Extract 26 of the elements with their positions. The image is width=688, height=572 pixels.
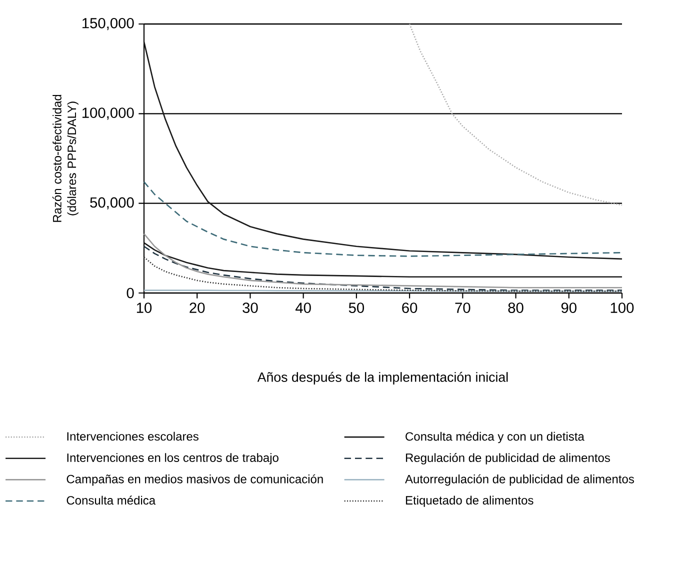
x-tick-label: 50 [348, 302, 364, 313]
x-tick-label: 40 [296, 302, 311, 313]
x-tick-label: 100 [610, 302, 634, 313]
x-tick-label: 20 [190, 302, 205, 313]
legend-label: Intervenciones en los centros de trabajo [67, 453, 278, 464]
y-tick-label: 50,000 [90, 197, 134, 210]
legend-label: Etiquetado de alimentos [406, 496, 534, 507]
y-tick-label: 100,000 [82, 108, 134, 120]
x-tick-label: 90 [561, 302, 576, 313]
x-tick-label: 10 [136, 302, 152, 313]
x-tick-label: 80 [508, 302, 524, 313]
legend-label: Consulta médica [66, 496, 156, 505]
x-tick-label: 70 [455, 302, 470, 313]
legend-label: Campañas en medios masivos de comunicación [66, 474, 323, 486]
y-tick-label: 150,000 [82, 18, 134, 30]
y-axis-title: Razón costo-efectividad (dólares PPPs/DALY) [52, 94, 78, 222]
y-tick-label: 0 [126, 288, 134, 298]
x-axis-title: Años después de la implementación inicial [257, 372, 508, 384]
legend-label: Regulación de publicidad de alimentos [406, 453, 610, 464]
x-tick-label: 30 [242, 302, 258, 313]
line-series [143, 41, 623, 260]
legend-label: Autorregulación de publicidad de alimentos [405, 474, 634, 486]
line-series [408, 23, 623, 206]
legend-label: Consulta médica y con un dietista [406, 432, 584, 444]
x-tick-label: 60 [402, 302, 418, 313]
legend-label: Intervenciones escolares [67, 432, 198, 441]
